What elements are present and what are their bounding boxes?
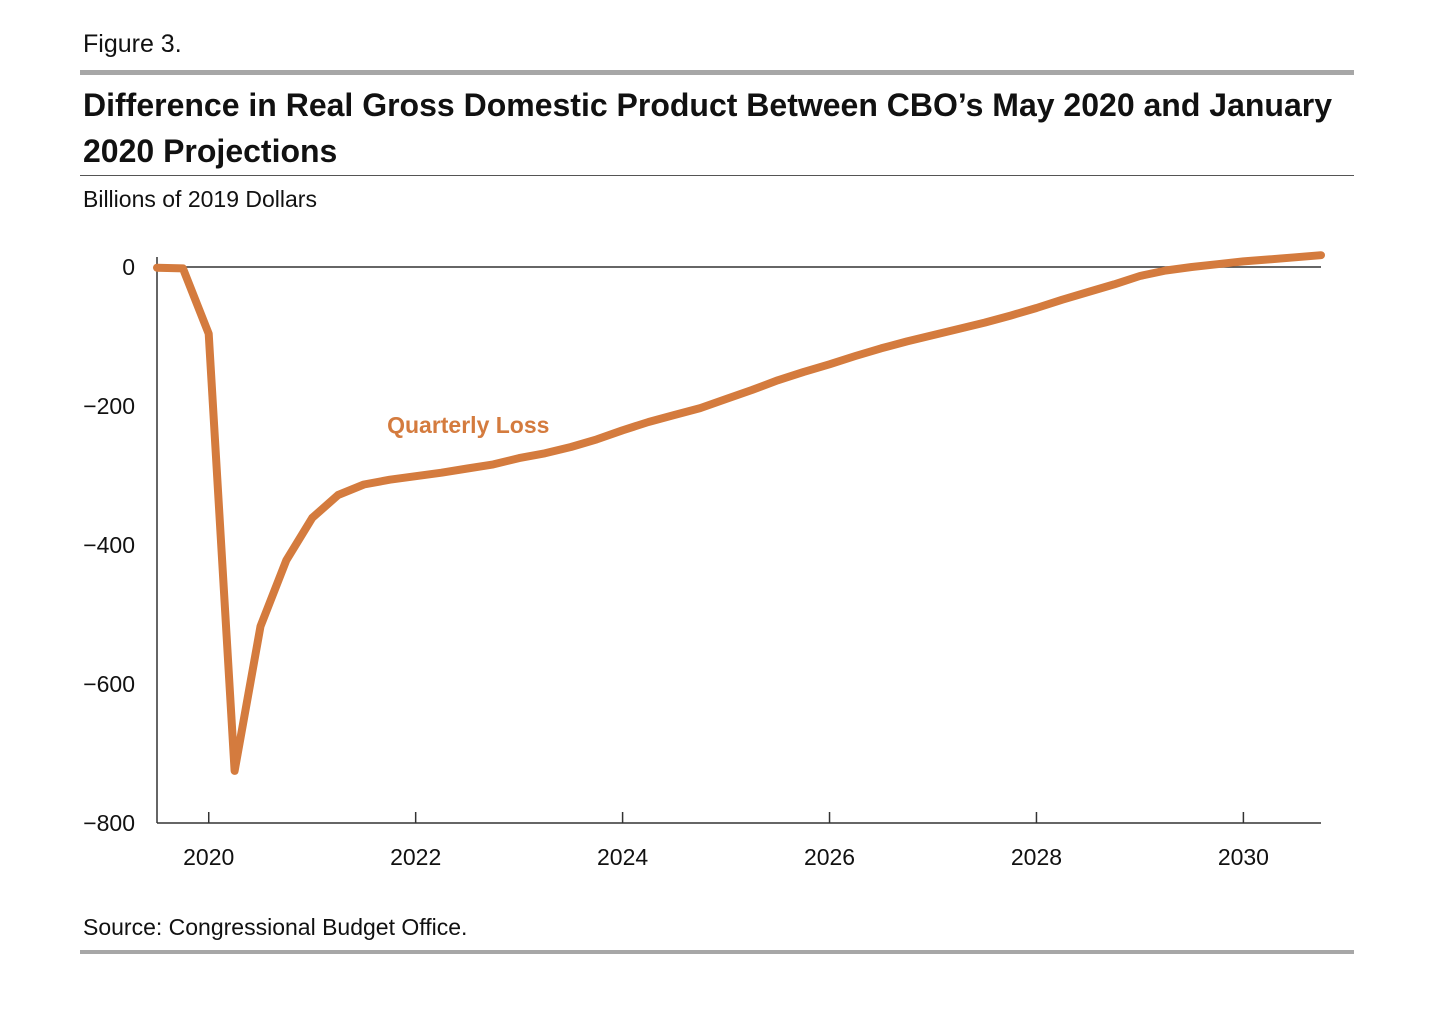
y-tick-label: −600: [83, 671, 135, 697]
chart-axes: [156, 257, 1321, 824]
source-note: Source: Congressional Budget Office.: [83, 914, 468, 940]
y-tick-label: −400: [83, 532, 135, 558]
x-tick-label: 2022: [390, 844, 441, 870]
top-rule: [80, 70, 1354, 75]
x-tick-label: 2020: [183, 844, 234, 870]
x-tick-label: 2024: [597, 844, 648, 870]
y-tick-label: 0: [122, 254, 135, 280]
x-tick-label: 2028: [1011, 844, 1062, 870]
figure-label: Figure 3.: [83, 30, 182, 58]
bottom-rule: [80, 950, 1354, 954]
x-tick-label: 2030: [1218, 844, 1269, 870]
series-line-quarterly-loss: [153, 251, 1325, 775]
y-tick-label: −800: [83, 810, 135, 836]
x-tick-label: 2026: [804, 844, 855, 870]
chart-annotations: Quarterly Loss: [387, 412, 549, 438]
units-label: Billions of 2019 Dollars: [83, 186, 317, 212]
chart-title: Difference in Real Gross Domestic Produc…: [83, 87, 1333, 169]
title-rule: [80, 175, 1354, 176]
series-label: Quarterly Loss: [387, 412, 549, 438]
y-tick-label: −200: [83, 393, 135, 419]
chart-series: [153, 251, 1325, 775]
chart-ticks: 0 −200 −400 −600 −800 2020 2022 2024 2026 2028 203…: [83, 254, 1269, 870]
